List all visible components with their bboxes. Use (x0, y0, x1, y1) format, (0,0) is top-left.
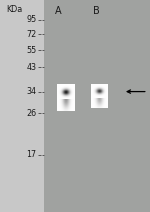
Text: 34: 34 (27, 87, 37, 96)
Text: B: B (93, 6, 99, 16)
Text: 17: 17 (27, 150, 37, 159)
Text: 26: 26 (27, 109, 37, 118)
Text: A: A (54, 6, 61, 16)
Text: KDa: KDa (6, 5, 22, 14)
Bar (44, 0, 150, 212)
Text: 95: 95 (27, 15, 37, 24)
Text: 55: 55 (27, 46, 37, 55)
Bar (0, 0, 44, 212)
Text: 72: 72 (27, 30, 37, 39)
Text: 43: 43 (27, 63, 37, 72)
